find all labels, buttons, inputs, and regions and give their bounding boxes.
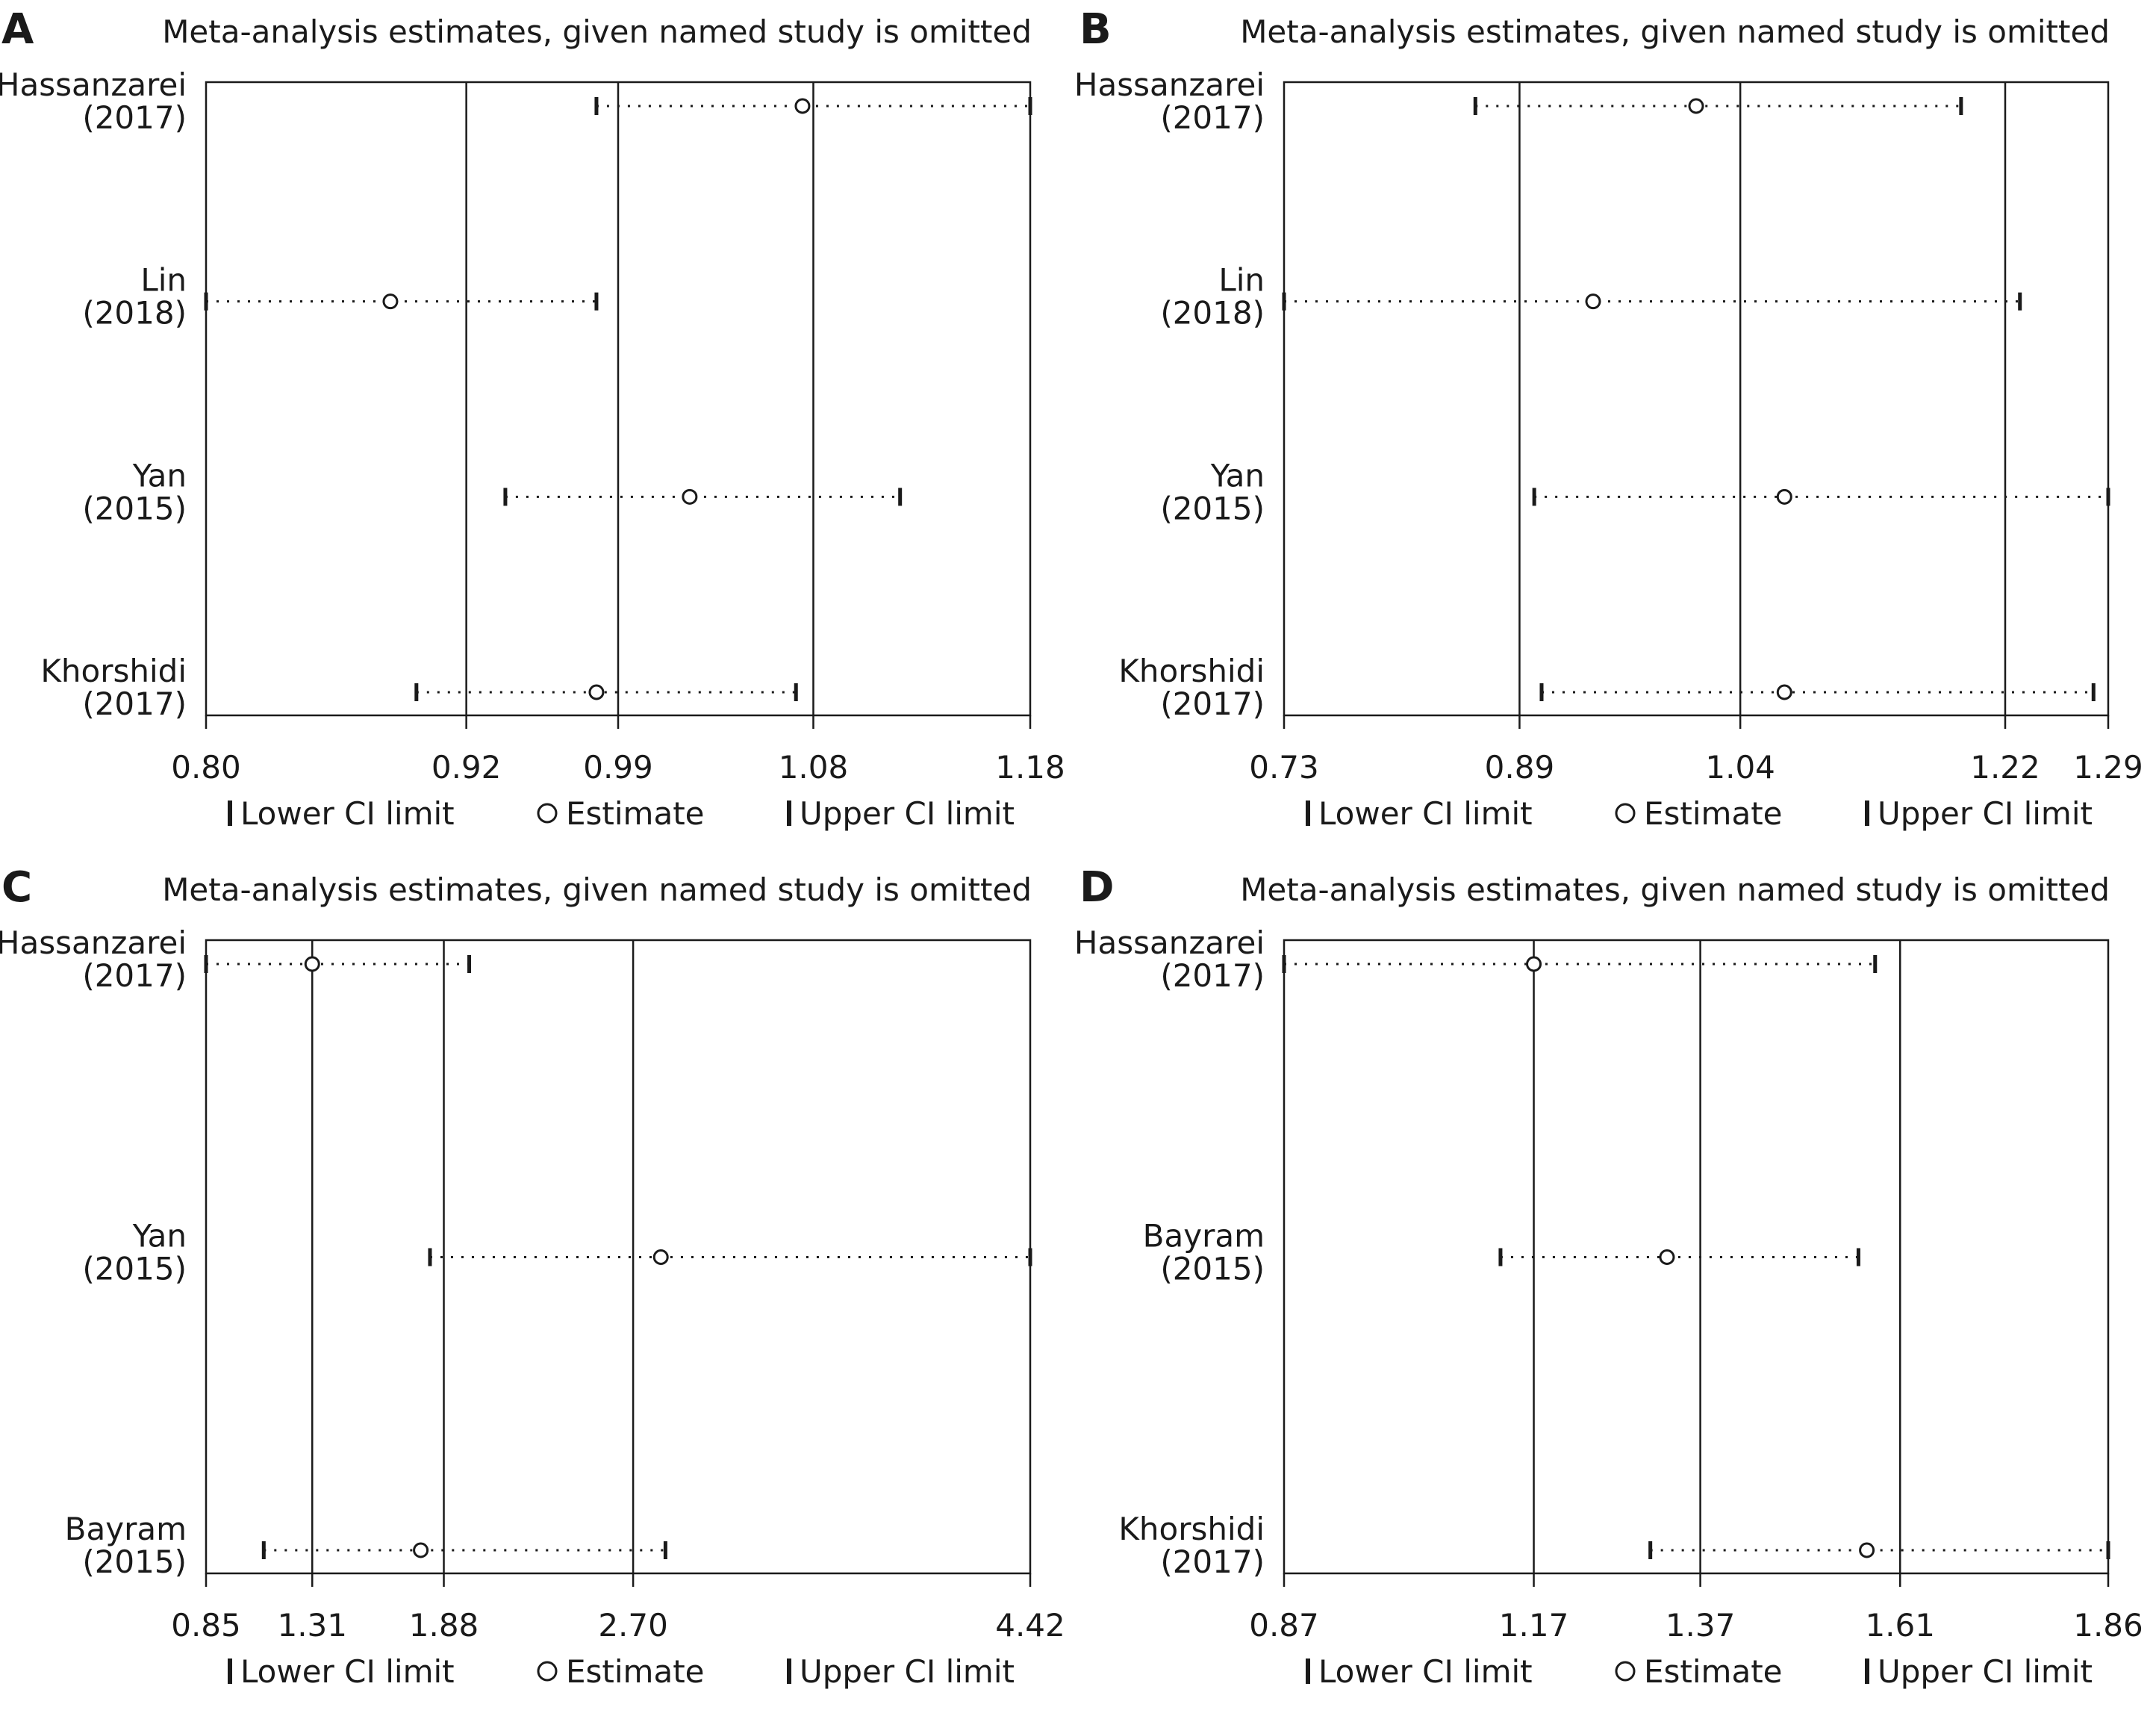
study-name: Khorshidi [1118,653,1265,689]
study-year: (2017) [82,957,187,994]
x-tick-label: 1.61 [1865,1607,1935,1644]
panel-c: C Meta-analysis estimates, given named st… [0,858,1078,1716]
estimate-point [413,1542,429,1558]
study-year: (2017) [82,99,187,136]
x-tick-label: 1.22 [1970,749,2040,786]
estimate-point [304,956,320,972]
estimate-point [1776,684,1792,700]
study-year: (2017) [1160,957,1265,994]
estimate-point [382,293,399,310]
legend-estimate-marker [1615,1661,1636,1682]
x-tick-label: 0.80 [171,749,241,786]
legend-upper-label: Upper CI limit [1878,1653,2093,1690]
x-tick-label: 1.37 [1666,1607,1736,1644]
study-name: Khorshidi [40,653,187,689]
x-tick-label: 0.85 [171,1607,241,1644]
estimate-point [1526,956,1542,972]
legend-estimate-label: Estimate [566,1653,705,1690]
legend-upper-label: Upper CI limit [800,795,1015,832]
x-tick-label: 1.04 [1705,749,1775,786]
panel-a: A Meta-analysis estimates, given named st… [0,0,1078,858]
study-name: Yan [132,1218,187,1255]
legend-lower-label: Lower CI limit [240,795,455,832]
legend-upper-label: Upper CI limit [800,1653,1015,1690]
x-tick-label: 0.73 [1249,749,1319,786]
x-tick-label: 1.18 [995,749,1065,786]
legend-estimate-label: Estimate [566,795,705,832]
x-tick-label: 4.42 [995,1607,1065,1644]
study-year: (2015) [82,490,187,526]
legend-estimate-marker [1615,803,1636,824]
x-tick-label: 0.87 [1249,1607,1319,1644]
study-name: Lin [140,262,187,299]
estimate-point [1776,488,1792,505]
forest-plot-c: C Meta-analysis estimates, given named st… [0,863,1065,1690]
x-tick-label: 1.29 [2073,749,2143,786]
panel-label: D [1079,863,1114,912]
panel-label: C [1,863,32,912]
estimate-point [588,684,605,700]
plot-frame [1283,81,2110,717]
forest-plot-b: B Meta-analysis estimates, given named st… [1074,5,2143,832]
study-name: Hassanzarei [1074,66,1265,103]
study-name: Khorshidi [1118,1511,1265,1547]
x-tick-label: 1.88 [409,1607,479,1644]
legend-upper-label: Upper CI limit [1878,795,2093,832]
legend-estimate-label: Estimate [1644,1653,1783,1690]
study-name: Bayram [65,1511,187,1547]
x-tick-label: 1.17 [1499,1607,1569,1644]
study-year: (2017) [82,686,187,722]
x-tick-label: 1.86 [2073,1607,2143,1644]
study-name: Hassanzarei [1074,924,1265,961]
x-tick-label: 0.92 [431,749,502,786]
x-tick-label: 0.99 [583,749,653,786]
study-year: (2015) [1160,490,1265,526]
legend-lower-label: Lower CI limit [240,1653,455,1690]
x-tick-label: 0.89 [1485,749,1555,786]
study-name: Yan [132,457,187,494]
study-year: (2018) [1160,295,1265,332]
legend-estimate-marker [537,803,558,824]
estimate-point [682,488,698,505]
study-name: Bayram [1143,1218,1265,1255]
chart-title: Meta-analysis estimates, given named stu… [1240,871,2110,908]
x-tick-label: 2.70 [598,1607,668,1644]
estimate-point [1859,1542,1875,1558]
x-tick-label: 1.31 [277,1607,347,1644]
chart-title: Meta-analysis estimates, given named stu… [162,871,1032,908]
study-name: Hassanzarei [0,924,187,961]
study-year: (2015) [82,1544,187,1580]
legend-lower-label: Lower CI limit [1318,1653,1533,1690]
forest-plot-d: D Meta-analysis estimates, given named st… [1074,863,2143,1690]
forest-plot-a: A Meta-analysis estimates, given named st… [0,5,1065,832]
legend-estimate-marker [537,1661,558,1682]
study-year: (2018) [82,295,187,332]
study-year: (2015) [1160,1251,1265,1287]
estimate-point [652,1249,669,1265]
study-name: Yan [1210,457,1265,494]
study-year: (2015) [82,1251,187,1287]
panel-b: B Meta-analysis estimates, given named st… [1074,0,2156,858]
estimate-point [1659,1249,1675,1265]
chart-title: Meta-analysis estimates, given named stu… [162,13,1032,50]
panel-d: D Meta-analysis estimates, given named st… [1074,858,2156,1716]
panel-label: A [1,5,34,54]
study-year: (2017) [1160,686,1265,722]
x-tick-label: 1.08 [779,749,849,786]
panel-label: B [1079,5,1112,54]
study-year: (2017) [1160,99,1265,136]
plot-frame [1283,939,2110,1575]
legend-lower-label: Lower CI limit [1318,795,1533,832]
study-year: (2017) [1160,1544,1265,1580]
estimate-point [1688,98,1704,114]
study-name: Hassanzarei [0,66,187,103]
legend-estimate-label: Estimate [1644,795,1783,832]
estimate-point [1585,293,1601,310]
estimate-point [794,98,811,114]
study-name: Lin [1218,262,1265,299]
chart-title: Meta-analysis estimates, given named stu… [1240,13,2110,50]
